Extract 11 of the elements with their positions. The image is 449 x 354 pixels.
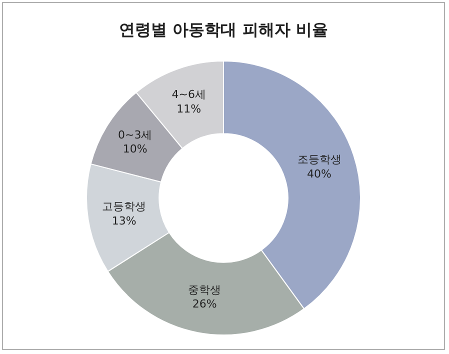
data-label: 10% xyxy=(122,142,148,156)
data-label: 11% xyxy=(176,102,202,116)
slice-label: 고등학생 xyxy=(102,200,146,214)
data-label: 26% xyxy=(192,298,217,311)
slice-label: 0~3세 xyxy=(118,128,152,142)
slice-label: 조등학생 xyxy=(297,153,342,166)
slice-label: 중학생 xyxy=(188,283,222,296)
data-label: 13% xyxy=(112,214,136,228)
data-label: 40% xyxy=(307,168,332,181)
chart-title: 연령별 아동학대 피해자 비율 xyxy=(119,20,328,39)
slice-label: 4~6세 xyxy=(172,88,206,102)
